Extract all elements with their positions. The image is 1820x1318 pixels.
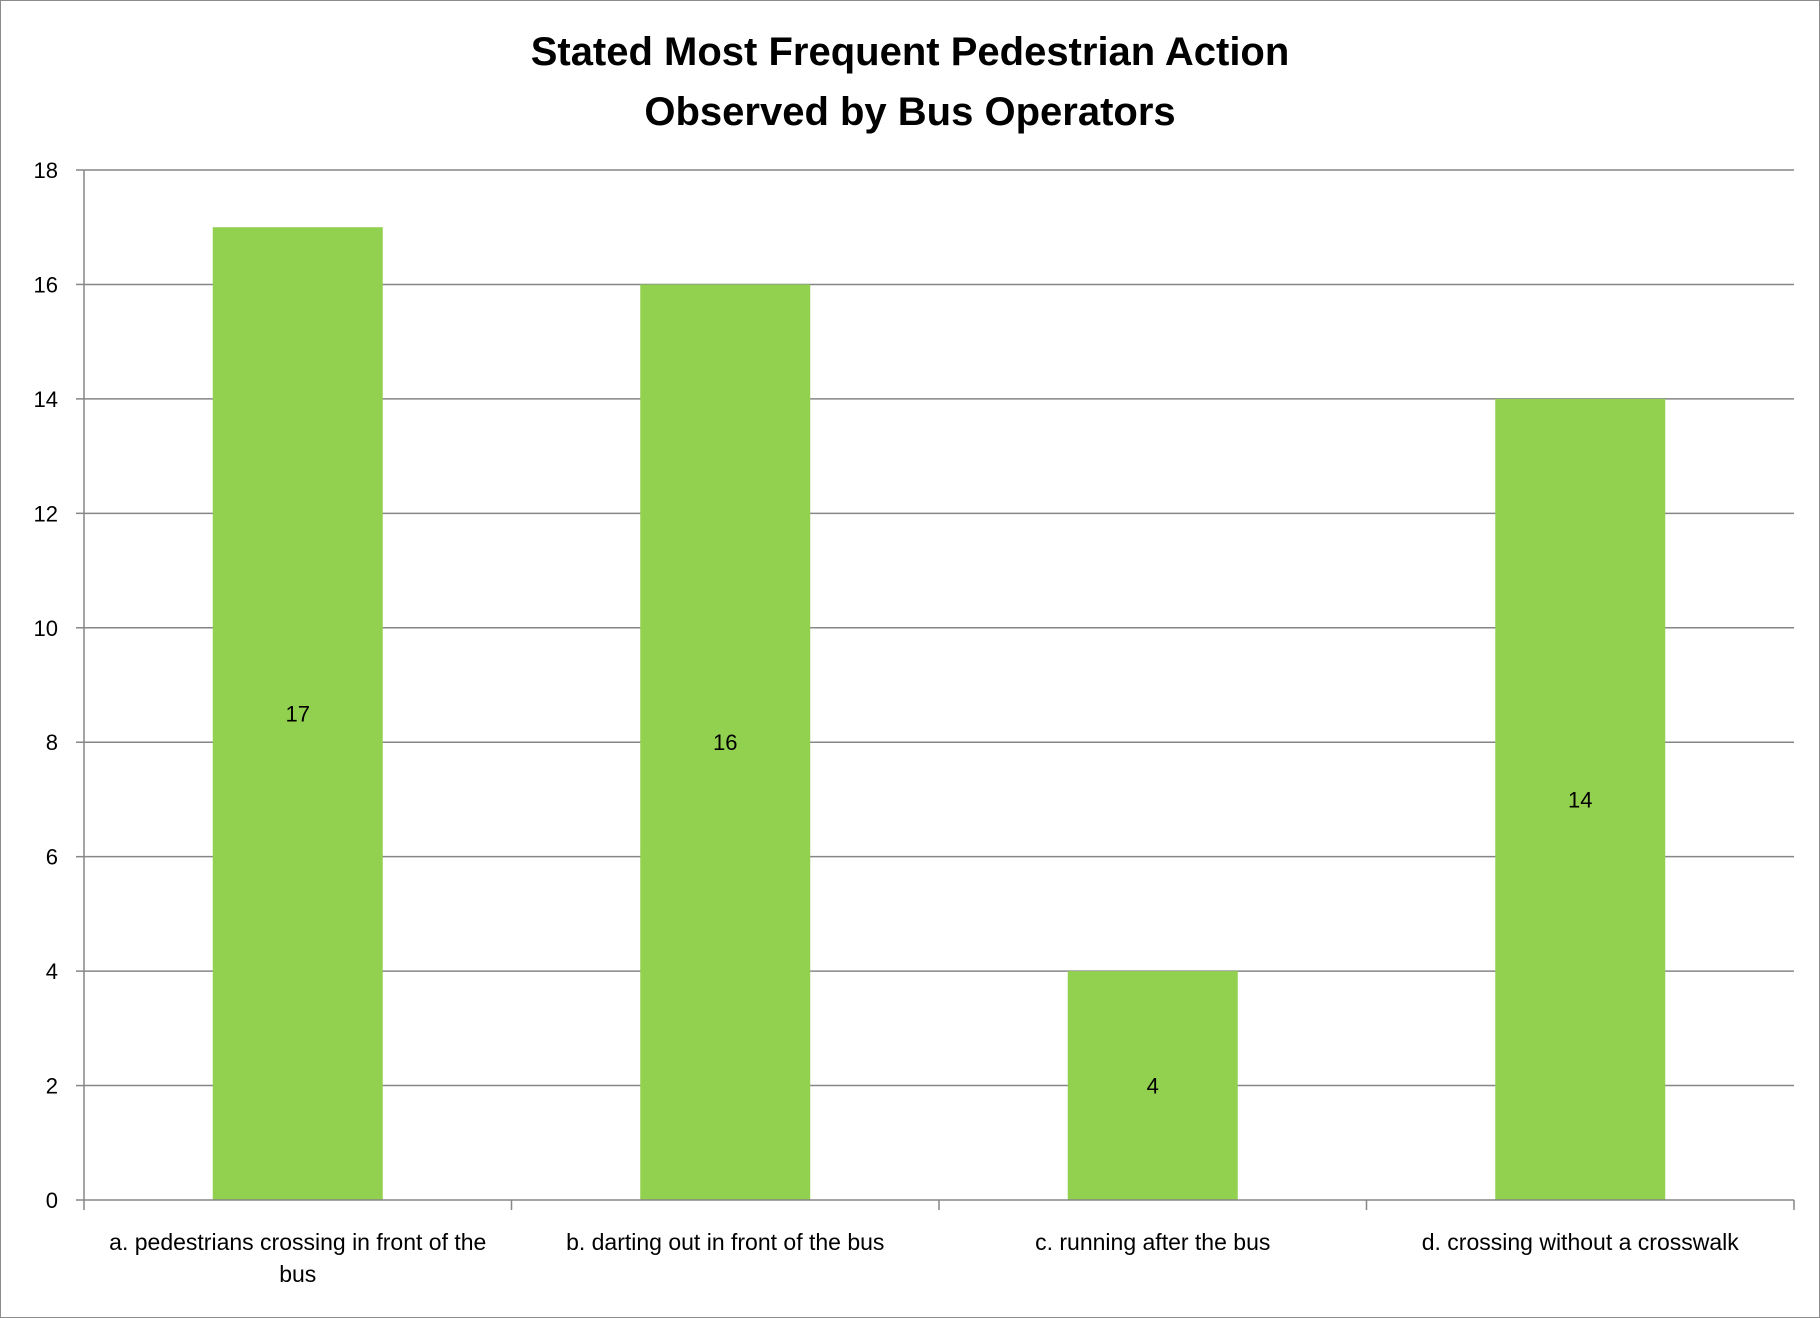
x-tick-label: d. crossing without a crosswalk bbox=[1422, 1229, 1740, 1255]
x-tick-label: a. pedestrians crossing in front of the b… bbox=[109, 1229, 486, 1287]
y-tick-label: 14 bbox=[34, 387, 58, 412]
chart-title: Stated Most Frequent Pedestrian Action O… bbox=[0, 22, 1820, 142]
y-tick-label: 6 bbox=[46, 845, 58, 870]
data-label: 14 bbox=[1568, 787, 1592, 812]
axes bbox=[76, 169, 1795, 1210]
y-tick-label: 10 bbox=[34, 616, 58, 641]
chart-title-line-2: Observed by Bus Operators bbox=[644, 90, 1176, 134]
x-axis-tick-labels: a. pedestrians crossing in front of the b… bbox=[109, 1229, 1739, 1287]
data-label: 4 bbox=[1147, 1074, 1159, 1099]
bar bbox=[212, 227, 383, 1200]
y-tick-label: 18 bbox=[34, 158, 58, 183]
bar bbox=[1495, 398, 1666, 1200]
y-tick-label: 12 bbox=[34, 501, 58, 526]
data-label: 17 bbox=[286, 702, 310, 727]
chart-title-line-1: Stated Most Frequent Pedestrian Action bbox=[530, 30, 1290, 74]
y-tick-label: 0 bbox=[46, 1188, 58, 1213]
bars bbox=[212, 227, 1666, 1200]
data-labels: 17 16 4 14 bbox=[286, 702, 1593, 1099]
bar bbox=[640, 284, 811, 1200]
y-tick-label: 8 bbox=[46, 730, 58, 755]
y-tick-label: 16 bbox=[34, 272, 58, 297]
data-label: 16 bbox=[713, 730, 737, 755]
x-tick-label: b. darting out in front of the bus bbox=[566, 1229, 884, 1255]
y-tick-label: 2 bbox=[46, 1074, 58, 1099]
x-tick-label: c. running after the bus bbox=[1035, 1229, 1270, 1255]
y-tick-label: 4 bbox=[46, 959, 58, 984]
y-axis-tick-labels: 0 2 4 6 8 10 12 14 16 18 bbox=[34, 158, 58, 1213]
bar bbox=[1067, 971, 1238, 1200]
